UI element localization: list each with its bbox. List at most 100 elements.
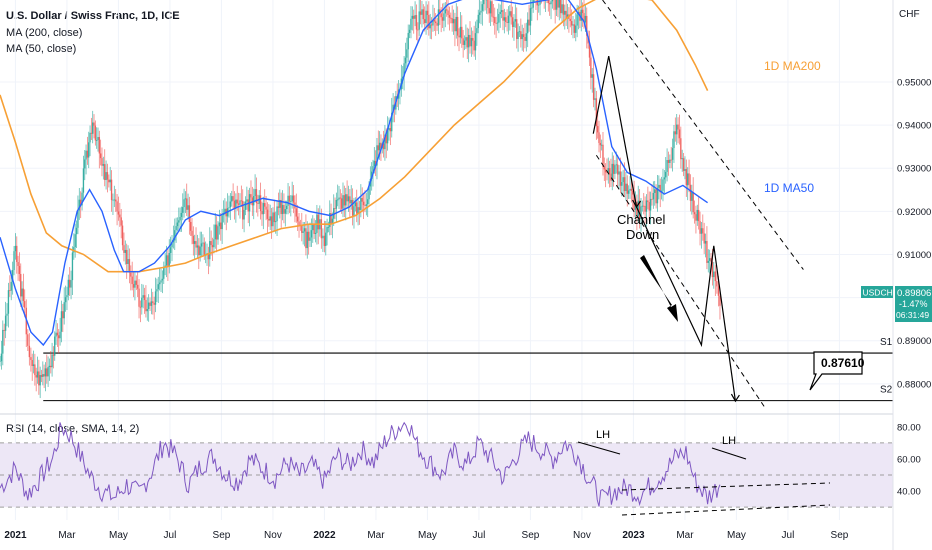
- candle-body: [214, 224, 216, 240]
- candle: [481, 0, 484, 26]
- candle-body: [576, 14, 578, 26]
- candle-body: [521, 34, 523, 40]
- candle-body: [124, 249, 127, 253]
- candle-body: [253, 196, 255, 206]
- candle-body: [75, 227, 78, 235]
- candle: [132, 272, 135, 298]
- candle: [207, 246, 210, 275]
- candle: [35, 367, 37, 392]
- candle: [422, 4, 425, 25]
- candle-body: [555, 0, 558, 10]
- candle: [91, 110, 94, 144]
- candle-body: [492, 16, 495, 18]
- candle: [445, 0, 448, 17]
- candle: [178, 207, 180, 231]
- candle-body: [119, 214, 121, 218]
- candle-body: [662, 179, 664, 191]
- candle: [322, 228, 324, 253]
- candle-body: [276, 206, 278, 222]
- candle: [4, 301, 7, 339]
- candle: [213, 224, 215, 254]
- candle-body: [378, 142, 381, 151]
- candle: [682, 152, 685, 177]
- candle: [327, 221, 330, 233]
- symbol-badge-text: USDCHF: [863, 288, 898, 298]
- candle: [145, 285, 147, 318]
- y-tick-label: 0.89000: [897, 336, 931, 347]
- candle-body: [240, 200, 243, 202]
- candle-body: [506, 21, 508, 23]
- candle: [376, 137, 378, 180]
- candle: [176, 217, 179, 232]
- candle-body: [42, 374, 44, 377]
- candle-body: [257, 203, 259, 204]
- candle-body: [667, 160, 670, 163]
- candle: [99, 139, 102, 166]
- candle-body: [516, 19, 518, 39]
- candle: [550, 0, 552, 20]
- candle-body: [164, 265, 166, 267]
- candle-body: [277, 206, 280, 208]
- candle: [67, 274, 70, 301]
- candle-body: [198, 245, 200, 256]
- candle: [483, 0, 485, 12]
- candle-body: [692, 192, 694, 213]
- candle: [335, 192, 338, 223]
- candle: [625, 172, 627, 201]
- candle-body: [325, 232, 327, 246]
- candle-body: [152, 301, 154, 303]
- candle-body: [146, 309, 148, 312]
- candle: [459, 11, 462, 44]
- candle-body: [536, 0, 539, 6]
- candle: [630, 179, 633, 203]
- candle-body: [470, 37, 473, 47]
- x-tick-label: Sep: [831, 530, 849, 541]
- candle-body: [59, 331, 61, 339]
- candle: [532, 0, 534, 13]
- candle: [14, 233, 17, 260]
- candle: [456, 6, 459, 47]
- candle-body: [716, 281, 718, 287]
- candle-body: [391, 112, 393, 132]
- candle: [42, 361, 44, 386]
- candle: [561, 0, 563, 22]
- candle: [231, 190, 233, 207]
- candle-body: [372, 166, 374, 172]
- candle-body: [402, 76, 404, 79]
- candle: [6, 303, 8, 327]
- candle-body: [406, 49, 408, 58]
- candle-body: [558, 0, 560, 8]
- candle: [662, 168, 664, 202]
- candle-body: [522, 34, 525, 38]
- candle-body: [625, 183, 627, 192]
- candle-body: [611, 163, 613, 181]
- candle-body: [557, 0, 559, 8]
- candle-body: [290, 201, 292, 203]
- candle: [124, 240, 127, 265]
- candle-body: [265, 206, 267, 210]
- candle: [20, 263, 22, 308]
- candle: [576, 4, 578, 38]
- candle-body: [301, 225, 303, 233]
- candle: [217, 221, 219, 245]
- x-tick-label: May: [727, 530, 746, 541]
- candle: [392, 93, 394, 123]
- candle-body: [388, 128, 390, 131]
- candle: [580, 0, 582, 32]
- chart-title: U.S. Dollar / Swiss Franc, 1D, ICE: [6, 10, 180, 22]
- candle-body: [346, 194, 348, 202]
- candle: [480, 1, 482, 25]
- candle: [591, 67, 593, 93]
- candle: [287, 182, 289, 215]
- candle: [189, 216, 192, 236]
- candle: [499, 4, 501, 28]
- candle: [666, 148, 668, 182]
- candle: [105, 160, 107, 190]
- candle-body: [614, 165, 616, 174]
- y-tick-label: 0.95000: [897, 77, 931, 88]
- candle: [288, 186, 291, 214]
- candle: [52, 346, 55, 369]
- candle-body: [232, 196, 234, 201]
- candle: [603, 157, 606, 182]
